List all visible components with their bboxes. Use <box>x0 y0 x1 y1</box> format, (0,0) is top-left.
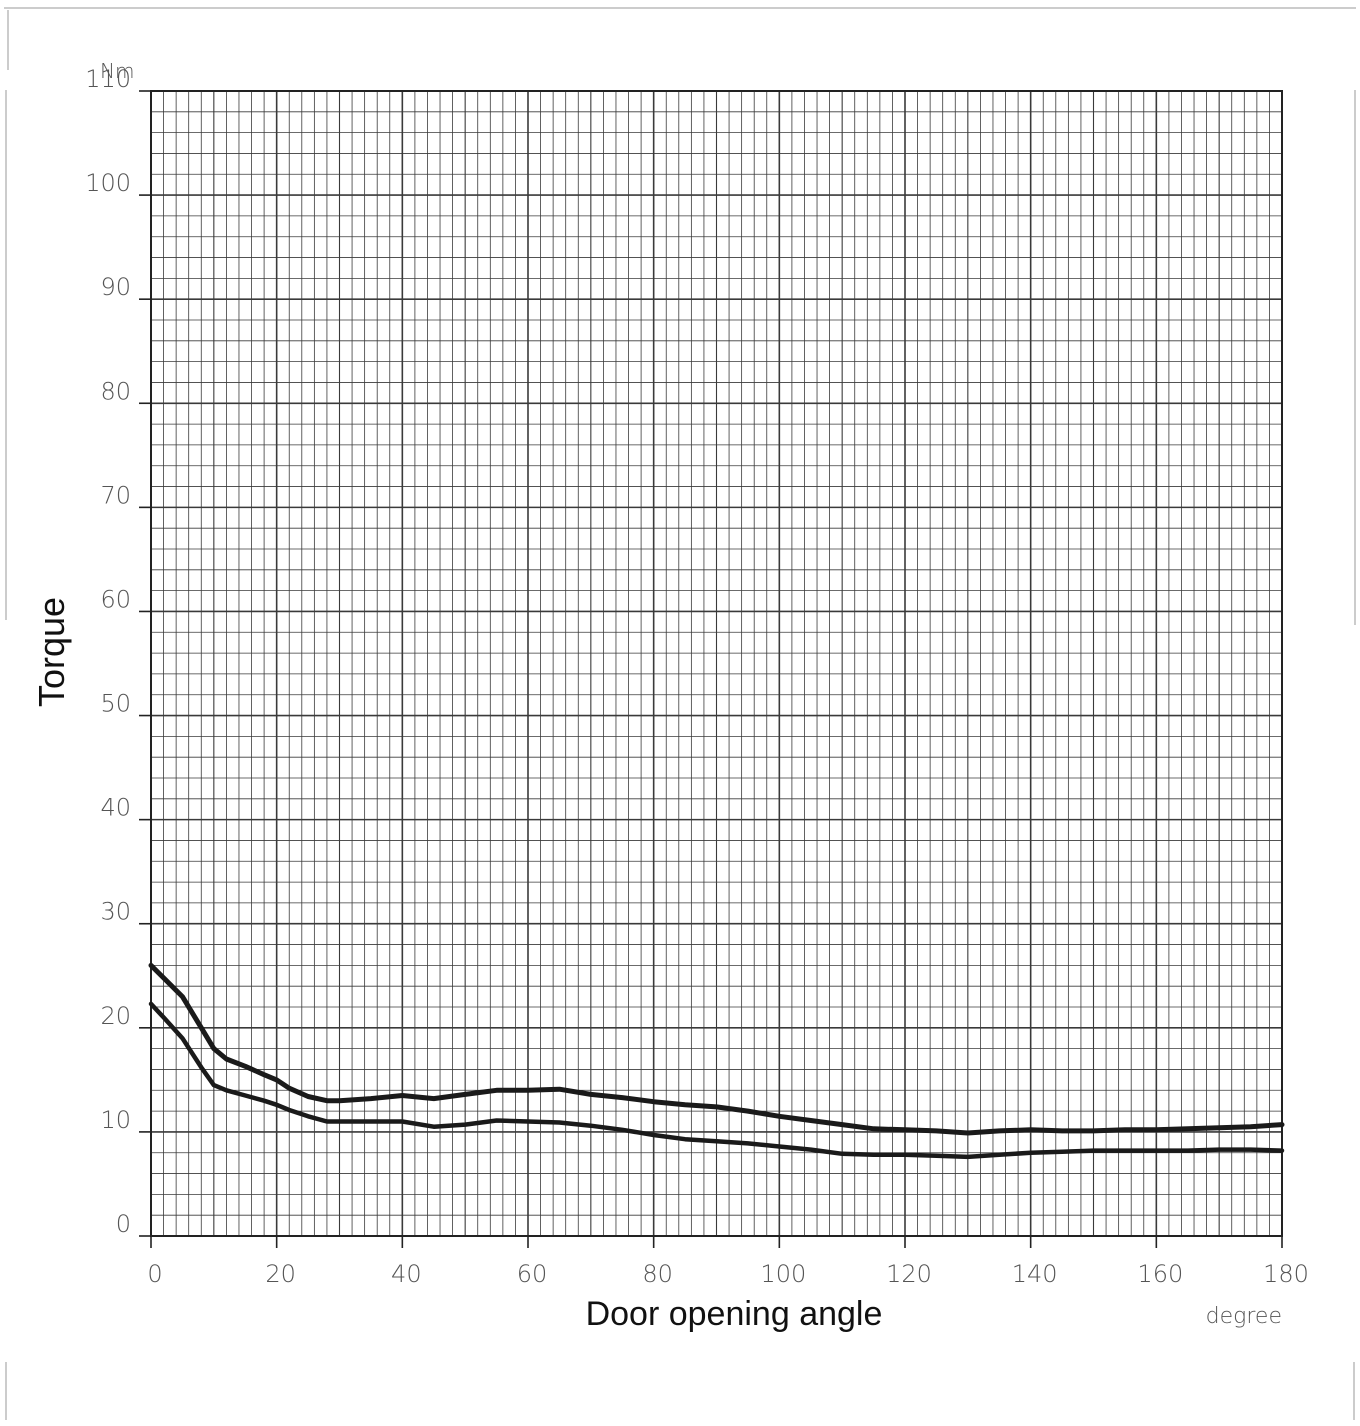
y-axis-title: Torque <box>31 597 72 707</box>
x-tick-label: 80 <box>642 1260 673 1288</box>
x-tick-label: 140 <box>1012 1260 1058 1288</box>
y-tick-label: 30 <box>100 898 131 926</box>
plot-frame <box>150 90 1283 1237</box>
x-tick-label: 120 <box>886 1260 932 1288</box>
x-tick-label: 40 <box>391 1260 422 1288</box>
y-tick-label: 80 <box>100 377 131 405</box>
y-tick-label: 60 <box>100 585 131 613</box>
series-line-2 <box>148 1001 1285 1160</box>
x-tick-label: 160 <box>1137 1260 1183 1288</box>
y-tick-label: 100 <box>85 169 131 197</box>
y-unit-label: Nm <box>100 59 134 83</box>
x-tick-label: 60 <box>517 1260 548 1288</box>
y-tick-label: 110 <box>85 65 131 93</box>
x-tick-label: 20 <box>265 1260 296 1288</box>
plot-grid <box>139 90 1283 1248</box>
x-axis-title: Door opening angle <box>586 1295 883 1333</box>
y-tick-label: 10 <box>100 1106 131 1134</box>
y-tick-label: 20 <box>100 1002 131 1030</box>
series-line-1 <box>148 962 1285 1136</box>
y-tick-label: 90 <box>100 273 131 301</box>
x-tick-label: 0 <box>147 1260 162 1288</box>
page-border-marks <box>4 7 1356 1420</box>
y-tick-label: 50 <box>100 690 131 718</box>
axis-ticks: 0 20 40 60 80 100 120 140 160 180 0 10 20 30 40 50 60 70 8… <box>85 65 1309 1288</box>
y-tick-label: 70 <box>100 481 131 509</box>
y-tick-label: 40 <box>100 794 131 822</box>
data-series <box>148 962 1285 1160</box>
x-tick-label: 180 <box>1263 1260 1309 1288</box>
x-unit-label: degree <box>1206 1304 1282 1329</box>
x-tick-label: 100 <box>760 1260 806 1288</box>
y-tick-label: 0 <box>116 1210 131 1238</box>
